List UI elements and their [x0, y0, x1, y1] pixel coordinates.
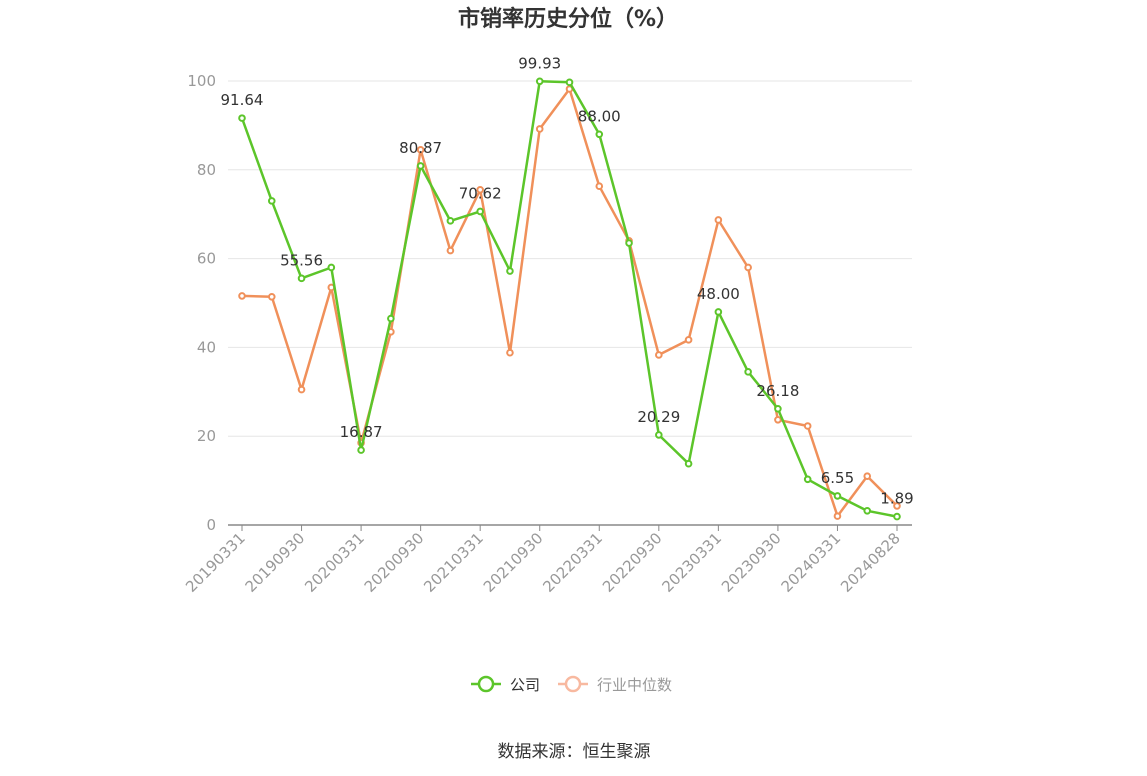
data-label: 20.29	[637, 408, 680, 426]
y-tick-label: 40	[197, 338, 216, 356]
x-tick-label: 20240828	[837, 529, 904, 596]
legend-marker	[477, 675, 495, 693]
x-tick-label: 20220331	[539, 529, 606, 596]
legend-item-0[interactable]: 公司	[471, 675, 540, 694]
data-point	[684, 336, 693, 344]
legend-label: 公司	[510, 676, 540, 694]
data-point	[803, 475, 812, 484]
data-point	[297, 274, 306, 283]
data-point	[506, 267, 514, 275]
series-line-1	[241, 87, 898, 518]
data-point	[625, 239, 633, 247]
data-point	[803, 422, 812, 430]
data-point	[476, 185, 484, 194]
y-tick-label: 20	[197, 427, 216, 445]
data-point	[714, 308, 723, 316]
data-point	[535, 77, 544, 86]
x-tick-label: 20230331	[658, 529, 725, 596]
data-label: 48.00	[697, 285, 740, 303]
data-source: 数据来源：恒生聚源	[498, 742, 651, 762]
data-point	[535, 125, 544, 133]
data-point	[297, 385, 306, 394]
data-point	[684, 459, 693, 468]
data-point	[833, 512, 842, 520]
data-point	[714, 216, 723, 224]
x-tick-label: 20240331	[778, 529, 845, 596]
data-point	[267, 292, 276, 301]
legend[interactable]: 公司 行业中位数	[471, 675, 672, 694]
legend-item-1[interactable]: 行业中位数	[558, 675, 672, 694]
series-layer	[238, 77, 901, 521]
data-point	[387, 314, 395, 323]
data-label: 91.64	[221, 91, 264, 109]
data-point	[595, 182, 604, 191]
y-tick-label: 60	[197, 250, 216, 268]
data-point	[893, 502, 901, 510]
y-tick-label: 80	[197, 161, 216, 179]
legend-label: 行业中位数	[597, 676, 672, 694]
x-tick-label: 20190930	[242, 529, 309, 596]
data-point	[446, 217, 455, 225]
grid	[228, 80, 912, 437]
legend-marker	[564, 675, 582, 693]
data-point	[357, 446, 365, 454]
x-tick-label: 20210331	[420, 529, 487, 596]
data-point	[655, 351, 663, 359]
data-label: 70.62	[459, 184, 502, 202]
chart-title: 市销率历史分位（%）	[458, 6, 678, 32]
series-line-0	[240, 80, 898, 518]
data-label: 80.87	[399, 139, 442, 157]
data-label: 16.87	[340, 423, 383, 441]
x-tick-label: 20210930	[480, 529, 547, 596]
data-label: 55.56	[280, 251, 323, 269]
data-point	[565, 78, 574, 87]
data-point	[863, 472, 872, 480]
y-tick-label: 100	[187, 72, 216, 90]
x-tick-label: 20200930	[361, 529, 428, 596]
data-point	[506, 348, 514, 357]
data-point	[238, 114, 246, 122]
data-point	[774, 415, 782, 424]
data-point	[595, 130, 604, 139]
data-label: 1.89	[880, 490, 913, 508]
data-point	[416, 162, 425, 170]
data-label: 88.00	[578, 107, 621, 125]
y-axis: 0 20 40 60 80 100	[187, 72, 216, 534]
x-tick-label: 20200331	[301, 529, 368, 596]
data-point	[893, 512, 901, 521]
data-point	[863, 506, 872, 515]
x-tick-label: 20190331	[182, 529, 249, 596]
data-point	[267, 197, 276, 205]
data-label: 26.18	[756, 382, 799, 400]
data-point	[416, 146, 425, 154]
data-point	[833, 492, 842, 500]
data-point	[774, 404, 782, 413]
data-label: 6.55	[821, 469, 854, 487]
data-point	[476, 207, 484, 216]
y-tick-label: 0	[206, 516, 216, 534]
data-point	[446, 246, 455, 255]
x-axis: 2019033120190930202003312020093020210331…	[182, 524, 912, 596]
data-label: 99.93	[518, 54, 561, 72]
data-labels: 91.64 55.56 16.87 80.87 70.62 99.93 88.00 20.29…	[221, 54, 914, 507]
data-point	[655, 431, 663, 439]
x-tick-label: 20220930	[599, 529, 666, 596]
data-point	[744, 263, 752, 272]
x-tick-label: 20230930	[718, 529, 785, 596]
data-point	[327, 263, 336, 272]
data-point	[238, 292, 246, 300]
data-point	[744, 368, 752, 376]
